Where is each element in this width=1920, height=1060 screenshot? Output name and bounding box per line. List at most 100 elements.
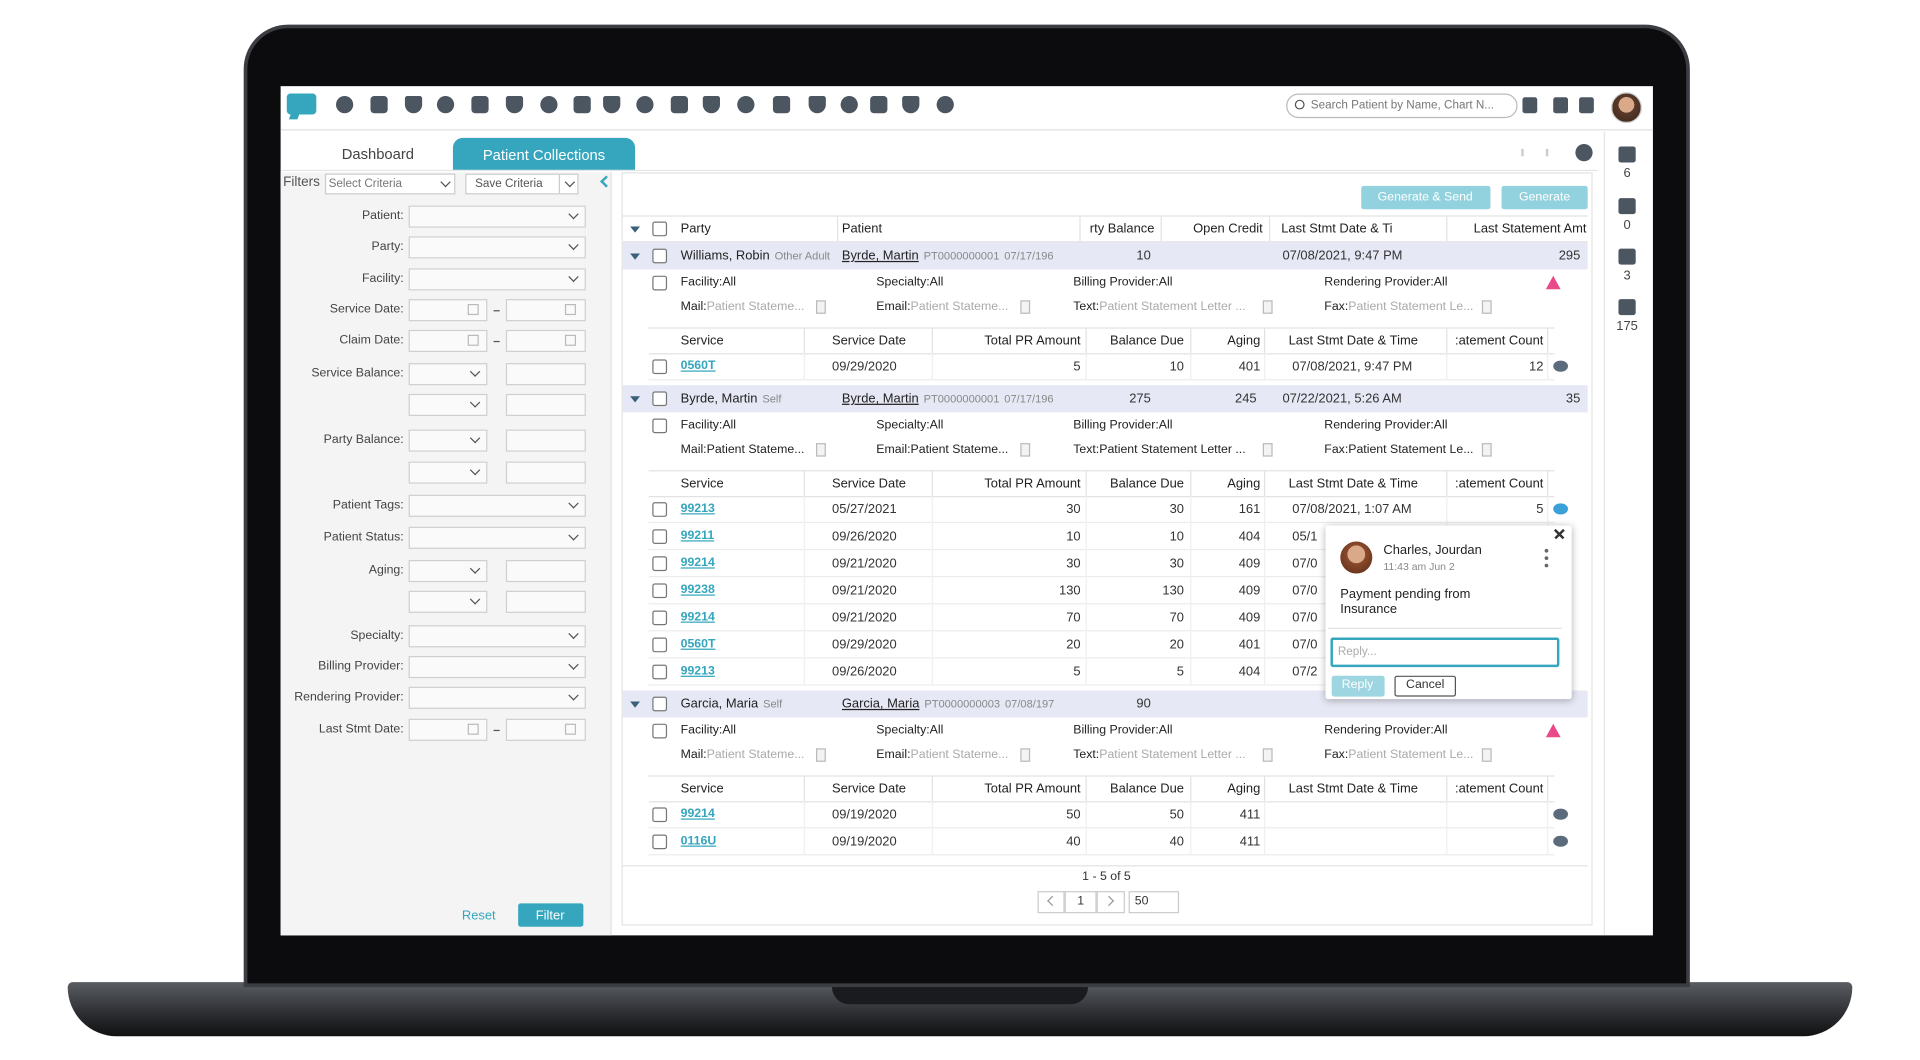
toolbar-icon[interactable] — [1553, 97, 1569, 114]
sidebar-icon[interactable] — [1618, 198, 1636, 215]
toolbar-icon[interactable] — [471, 96, 489, 114]
checkbox[interactable] — [652, 275, 668, 291]
tab-active-label[interactable]: Patient Collections — [482, 146, 606, 164]
toolbar-icon[interactable] — [1522, 97, 1538, 114]
filter-input[interactable] — [505, 461, 586, 484]
toolbar-icon[interactable] — [336, 96, 354, 114]
filter-input[interactable] — [505, 393, 586, 417]
doc-icon[interactable] — [1020, 300, 1031, 314]
filter-input[interactable] — [505, 590, 586, 613]
filter-input[interactable] — [408, 494, 586, 517]
comment-icon[interactable] — [1553, 835, 1569, 847]
toolbar-icon[interactable] — [404, 96, 423, 114]
toolbar-icon[interactable] — [670, 96, 689, 114]
cancel-button-label[interactable]: Cancel — [1406, 678, 1445, 692]
next-page[interactable] — [1096, 891, 1125, 914]
comment-icon[interactable] — [1553, 503, 1569, 515]
sidebar-icon[interactable] — [1618, 299, 1636, 316]
select-criteria[interactable] — [324, 173, 456, 195]
toolbar-icon[interactable] — [540, 96, 558, 114]
user-avatar[interactable] — [1611, 92, 1642, 124]
expand-caret[interactable] — [630, 396, 641, 403]
filter-input[interactable] — [408, 625, 586, 648]
patient-link[interactable]: Garcia, Maria — [841, 696, 920, 712]
service-link[interactable]: 99238 — [680, 583, 715, 597]
generate-send-label[interactable]: Generate & Send — [1377, 190, 1473, 205]
checkbox[interactable] — [652, 696, 668, 712]
doc-icon[interactable] — [1481, 300, 1492, 314]
checkbox[interactable] — [652, 359, 668, 375]
toolbar-icon[interactable] — [840, 96, 858, 114]
toolbar-icon[interactable] — [370, 96, 388, 114]
checkbox[interactable] — [652, 391, 668, 407]
service-link[interactable]: 99213 — [680, 502, 715, 516]
filter-input[interactable] — [408, 590, 488, 613]
filter-input[interactable] — [408, 393, 488, 417]
checkbox[interactable] — [652, 502, 668, 517]
filter-input[interactable] — [408, 205, 586, 228]
filter-input[interactable] — [408, 363, 488, 386]
doc-icon[interactable] — [816, 443, 826, 457]
toolbar-icon[interactable] — [573, 96, 591, 114]
doc-icon[interactable] — [816, 300, 826, 314]
checkbox[interactable] — [652, 834, 668, 850]
checkbox[interactable] — [652, 723, 668, 739]
filter-input[interactable] — [505, 429, 586, 452]
save-criteria[interactable] — [465, 173, 579, 195]
checkbox[interactable] — [652, 583, 668, 599]
service-link[interactable]: 0116U — [680, 834, 717, 849]
checkbox[interactable] — [652, 221, 668, 237]
doc-icon[interactable] — [1262, 300, 1273, 314]
comment-icon[interactable] — [1553, 808, 1569, 820]
service-link[interactable]: 99214 — [680, 807, 715, 821]
service-link[interactable]: 99213 — [680, 664, 715, 679]
service-link[interactable]: 99214 — [680, 556, 715, 570]
doc-icon[interactable] — [1020, 443, 1031, 457]
logo[interactable] — [286, 93, 317, 115]
doc-icon[interactable] — [1262, 443, 1273, 457]
filter-input[interactable] — [408, 656, 586, 679]
service-link[interactable]: 0560T — [680, 359, 716, 373]
filter-input[interactable] — [408, 429, 488, 452]
doc-icon[interactable] — [1262, 748, 1273, 762]
reset-button[interactable]: Reset — [461, 908, 496, 924]
toolbar-icon[interactable] — [902, 96, 920, 114]
checkbox[interactable] — [652, 529, 668, 545]
sidebar-icon[interactable] — [1618, 248, 1636, 265]
toolbar-icon[interactable] — [772, 96, 791, 114]
filter-input[interactable] — [505, 363, 586, 386]
toolbar-icon[interactable] — [636, 96, 654, 114]
expand-caret[interactable] — [630, 253, 641, 260]
page-size-box[interactable] — [1128, 891, 1180, 914]
filter-input[interactable] — [408, 236, 586, 259]
patient-link[interactable]: Byrde, Martin — [841, 391, 919, 407]
menu-dot[interactable] — [1544, 548, 1549, 553]
toolbar-icon[interactable] — [505, 96, 524, 114]
filter-input[interactable] — [408, 526, 586, 549]
menu-dot[interactable] — [1544, 563, 1549, 568]
search-box[interactable] — [1286, 93, 1518, 119]
filter-input[interactable] — [408, 268, 586, 291]
filter-input[interactable] — [408, 461, 488, 484]
generate-label[interactable]: Generate — [1518, 190, 1571, 205]
toolbar-icon[interactable] — [737, 96, 755, 114]
service-link[interactable]: 99211 — [680, 529, 715, 543]
reply-button-label[interactable]: Reply — [1341, 678, 1374, 692]
toolbar-icon[interactable] — [870, 96, 888, 114]
menu-dot[interactable] — [1544, 556, 1549, 561]
sidebar-icon[interactable] — [1618, 146, 1636, 163]
filter-input[interactable] — [505, 560, 586, 583]
info-icon[interactable] — [1575, 144, 1593, 162]
doc-icon[interactable] — [1481, 443, 1492, 457]
doc-icon[interactable] — [1020, 748, 1031, 762]
comment-icon[interactable] — [1553, 360, 1569, 372]
checkbox[interactable] — [652, 556, 668, 572]
checkbox[interactable] — [652, 664, 668, 680]
service-link[interactable]: 99214 — [680, 610, 715, 625]
checkbox[interactable] — [652, 418, 668, 434]
toolbar-icon[interactable] — [603, 96, 621, 114]
expand-caret[interactable] — [630, 226, 641, 233]
patient-link[interactable]: Byrde, Martin — [841, 248, 919, 264]
service-link[interactable]: 0560T — [680, 637, 716, 652]
filter-input[interactable] — [408, 560, 488, 583]
